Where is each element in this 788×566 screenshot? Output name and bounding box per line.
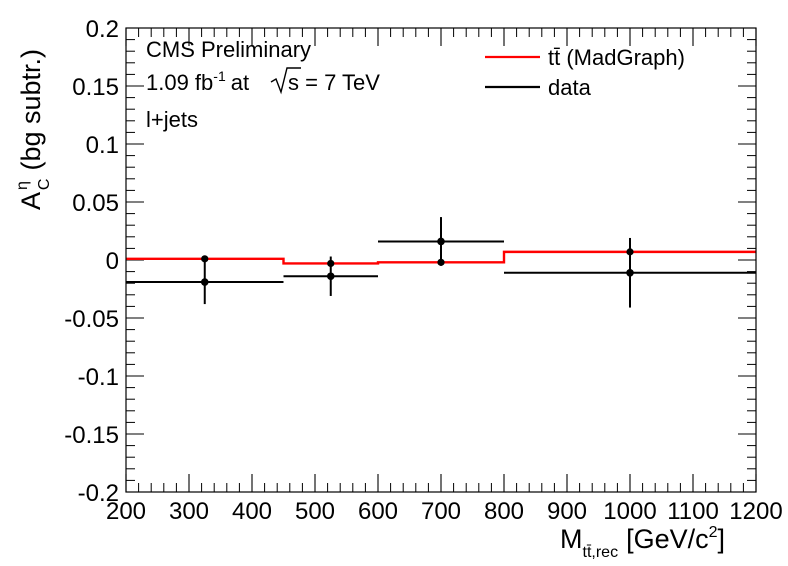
series-data [126, 217, 756, 308]
madgraph-bin-marker [201, 255, 209, 263]
legend-label-data: data [548, 75, 592, 100]
lumi-value: 1.09 fb [146, 70, 213, 95]
x-tick-label: 300 [169, 498, 209, 525]
y-tick-label: 0 [106, 248, 119, 275]
y-title-sub: C [36, 179, 53, 191]
data-point [437, 237, 445, 246]
madgraph-step-line [126, 250, 756, 265]
y-title-sup: η [14, 181, 31, 190]
y-tick-label: -0.1 [78, 364, 119, 391]
legend: tt̄ (MadGraph) data [485, 45, 685, 100]
x-tick-label: 800 [484, 498, 524, 525]
data-point [326, 272, 335, 281]
data-point [626, 268, 634, 277]
x-title-unit-sup: 2 [709, 524, 718, 541]
lumi-exponent: -1 [213, 68, 226, 84]
energy-label: s = 7 TeV [288, 70, 380, 95]
y-axis-title: Aη C (bg subtr.) [14, 49, 53, 210]
lumi-label: 1.09 fb-1 at [146, 68, 249, 95]
x-tick-label: 1200 [729, 498, 782, 525]
x-tick-label: 400 [232, 498, 272, 525]
lumi-at: at [231, 70, 249, 95]
x-title-unit: [GeV/c [626, 524, 709, 554]
channel-label: l+jets [146, 107, 198, 132]
y-title-main: A [16, 192, 46, 210]
x-tick-label: 600 [358, 498, 398, 525]
y-tick-labels: -0.2 -0.15 -0.1 -0.05 0 0.05 0.1 0.15 0.2 [64, 16, 119, 507]
series-madgraph [126, 248, 756, 268]
x-tick-label: 200 [106, 498, 146, 525]
x-tick-label: 900 [547, 498, 587, 525]
x-tick-label: 700 [421, 498, 461, 525]
x-tick-label: 1000 [603, 498, 656, 525]
y-tick-label: 0.1 [86, 132, 119, 159]
y-tick-label: 0.15 [72, 74, 119, 101]
experiment-label: CMS Preliminary [146, 37, 311, 62]
x-tick-label: 1100 [667, 498, 719, 525]
series-layer [126, 217, 756, 308]
sqrt-symbol [270, 67, 301, 95]
y-tick-label: 0.2 [86, 16, 119, 43]
x-title-unit-close: ] [718, 524, 726, 554]
y-title-suffix: (bg subtr.) [16, 49, 46, 171]
legend-label-madgraph: tt̄ (MadGraph) [548, 45, 685, 70]
x-tick-labels: 200 300 400 500 600 700 800 900 1000 1100 1200 [106, 498, 783, 525]
y-tick-label: 0.05 [72, 190, 119, 217]
data-point [200, 278, 209, 286]
axis-ticks [125, 27, 757, 493]
y-tick-label: -0.2 [78, 480, 119, 507]
y-axis-title-text: Aη C (bg subtr.) [14, 49, 53, 210]
x-title-main: M [560, 524, 583, 554]
plot-frame [125, 27, 757, 493]
y-tick-label: -0.15 [64, 422, 119, 449]
y-tick-label: -0.05 [64, 306, 119, 333]
x-axis-title: Mtt̄,rec [GeV/c2] [560, 524, 725, 561]
x-tick-label: 500 [295, 498, 335, 525]
x-title-sub: tt̄,rec [583, 544, 619, 561]
